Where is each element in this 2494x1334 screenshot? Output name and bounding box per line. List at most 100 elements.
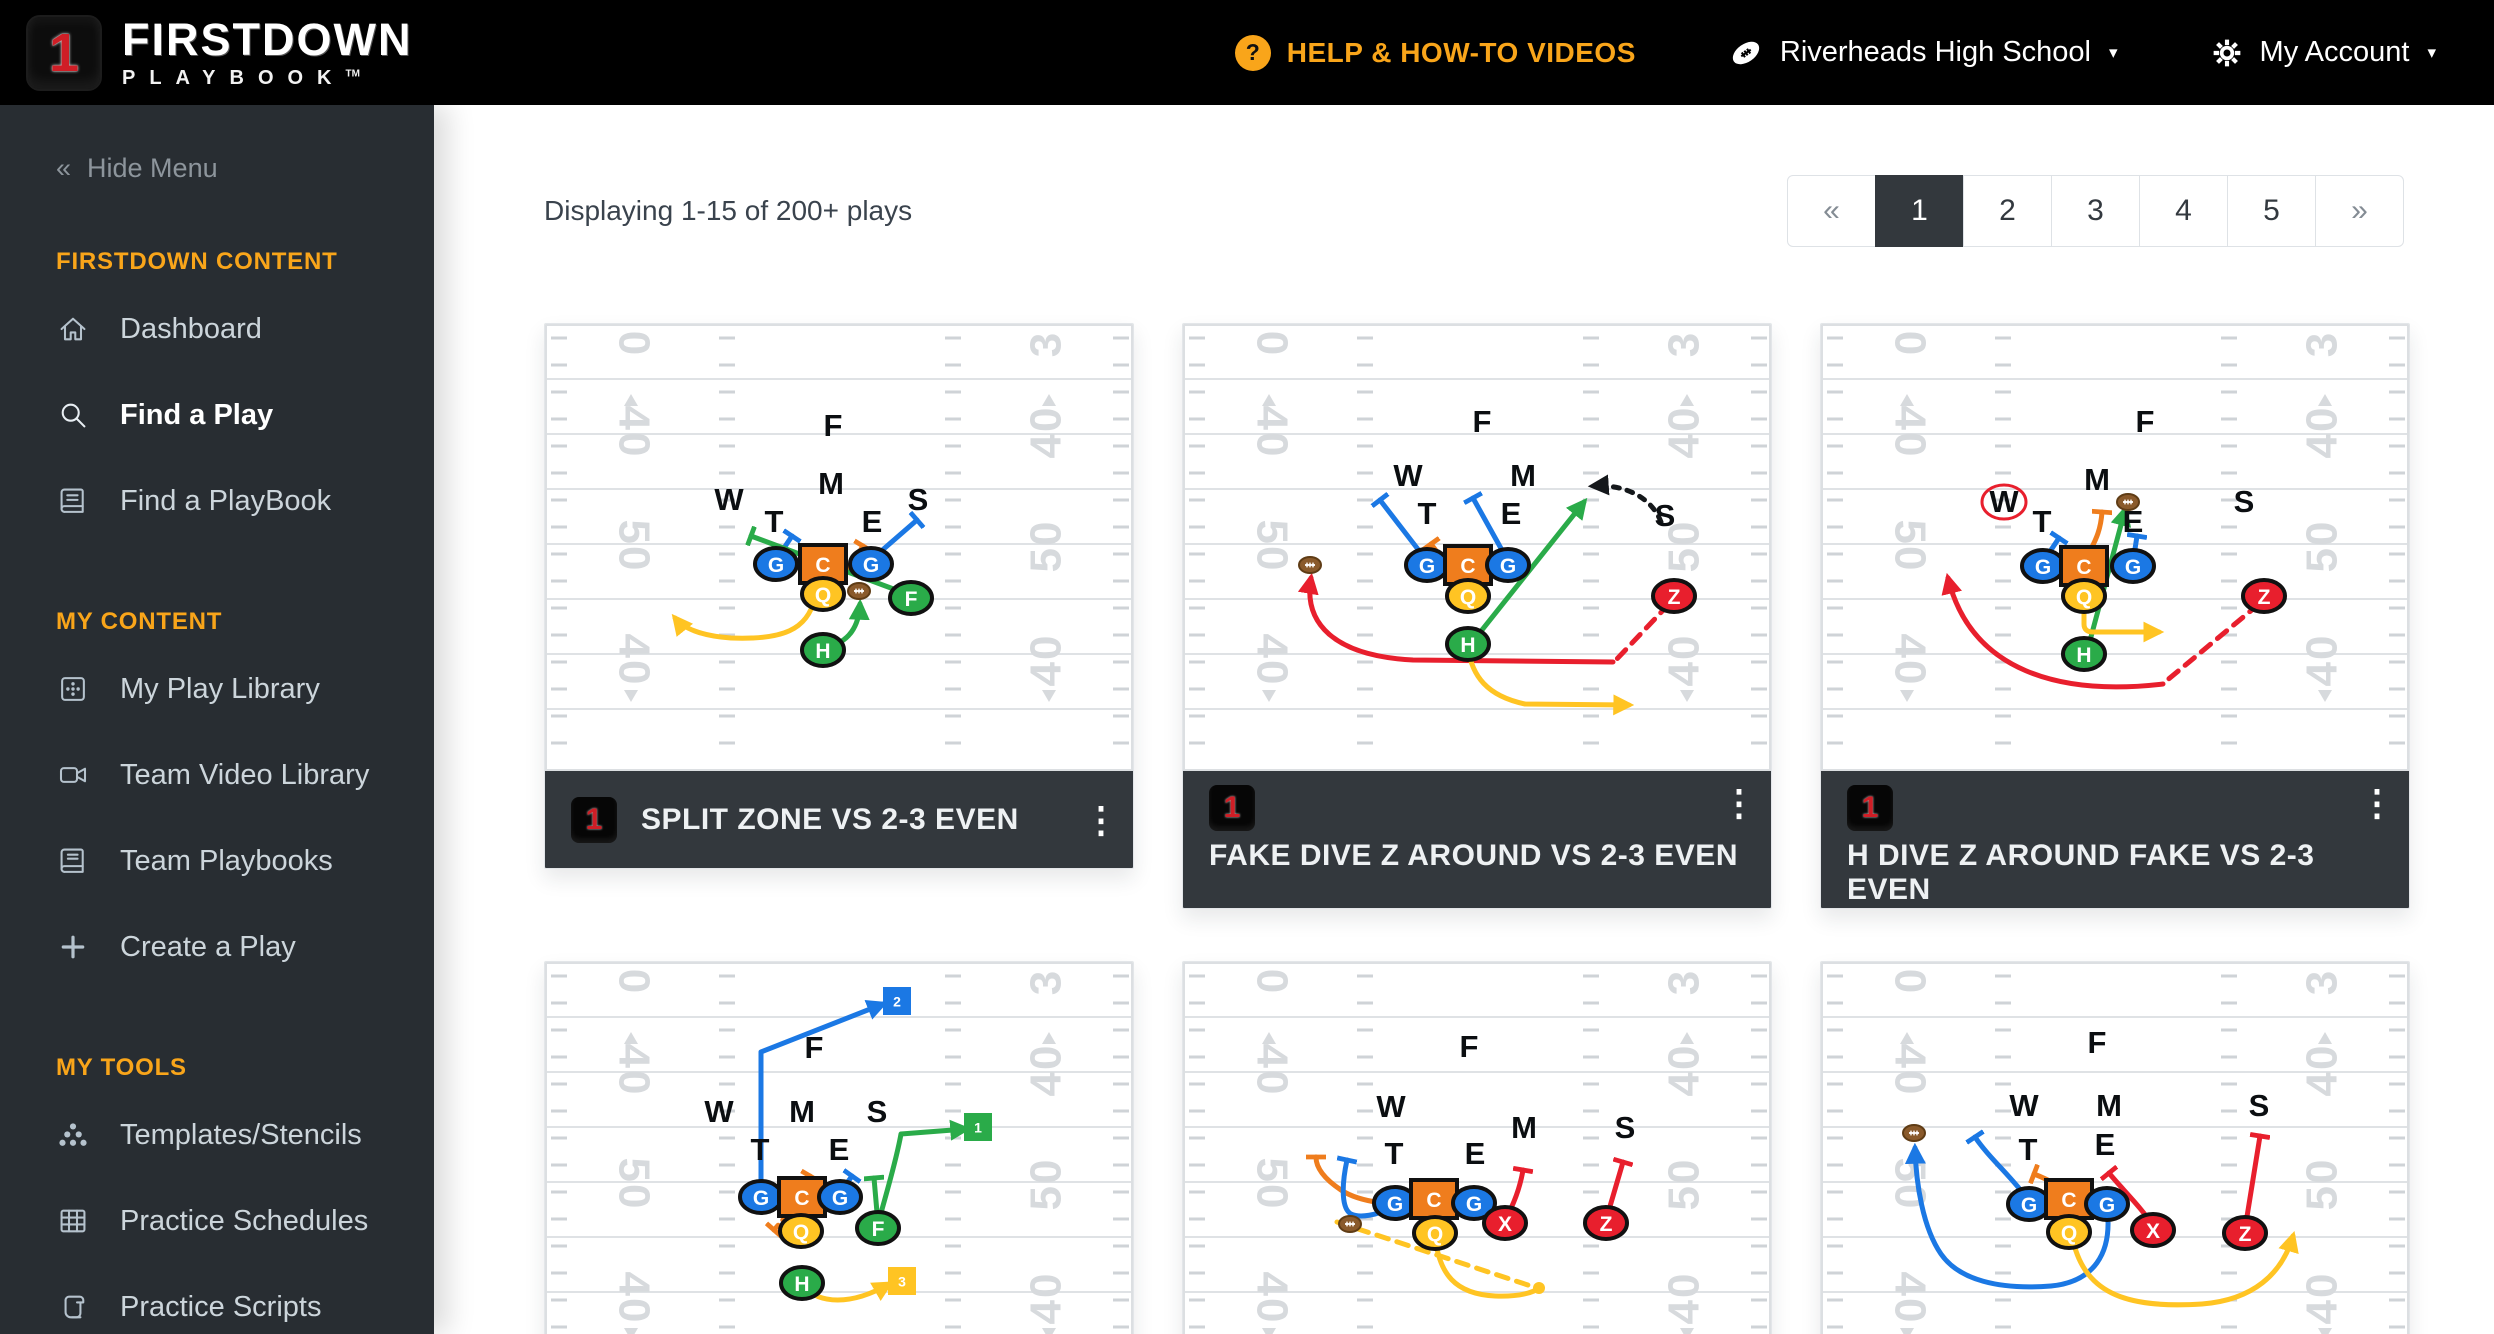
pagination-page-1[interactable]: 1 <box>1875 175 1964 247</box>
pagination-prev[interactable]: « <box>1787 175 1876 247</box>
svg-text:40: 40 <box>2298 1272 2347 1325</box>
top-nav: ? HELP & HOW-TO VIDEOS Riverheads High S… <box>1234 34 2494 71</box>
svg-text:40: 40 <box>609 1044 658 1097</box>
sidebar-item-label: Team Playbooks <box>120 844 333 877</box>
svg-text:50: 50 <box>1660 520 1709 573</box>
plays-grid: 0 40 50 40 3 40 50 40 F M W S T E G C G Q F H 1 SPLIT ZONE VS… <box>544 323 2494 1334</box>
school-menu[interactable]: Riverheads High School ▾ <box>1728 35 2118 71</box>
svg-text:2: 2 <box>893 994 901 1010</box>
svg-text:40: 40 <box>1885 634 1934 687</box>
sidebar-item-practice-schedules[interactable]: Practice Schedules <box>0 1178 434 1264</box>
svg-text:40: 40 <box>1247 1272 1296 1325</box>
svg-text:W: W <box>714 482 744 517</box>
play-card[interactable]: 0 40 50 40 3 40 50 40 F W M S T E G C G Q X Z <box>1182 961 1772 1334</box>
svg-text:40: 40 <box>609 406 658 459</box>
svg-text:50: 50 <box>1022 1158 1071 1211</box>
play-card-h-dive-z-around-fake-vs-2-3-even[interactable]: 0 40 50 40 3 40 50 40 F M W S T E G C G Q H Z 1 ⋮ H DIVE Z ARO… <box>1820 323 2410 909</box>
sidebar-item-team-video-library[interactable]: Team Video Library <box>0 732 434 818</box>
svg-text:C: C <box>815 554 830 577</box>
firstdown-logo-icon: 1 <box>571 796 617 843</box>
svg-text:W: W <box>704 1094 734 1129</box>
schedule-icon <box>56 1205 90 1237</box>
sidebar-item-label: My Play Library <box>120 672 320 705</box>
svg-text:0: 0 <box>1247 969 1296 995</box>
football-icon <box>1728 35 1764 71</box>
pagination-page-4[interactable]: 4 <box>2139 175 2228 247</box>
svg-text:40: 40 <box>1885 406 1934 459</box>
svg-text:40: 40 <box>1022 634 1071 687</box>
svg-text:W: W <box>1393 458 1423 493</box>
help-link[interactable]: ? HELP & HOW-TO VIDEOS <box>1234 34 1636 71</box>
sidebar-item-find-a-playbook[interactable]: Find a PlayBook <box>0 458 434 544</box>
play-card-title-bar: 1 ⋮ FAKE DIVE Z AROUND VS 2-3 EVEN <box>1183 771 1771 908</box>
svg-text:F: F <box>1473 404 1492 439</box>
svg-text:H: H <box>2076 644 2091 667</box>
chevron-down-icon: ▾ <box>2427 42 2436 62</box>
svg-text:M: M <box>789 1094 815 1129</box>
sidebar-item-create-a-play[interactable]: Create a Play <box>0 904 434 990</box>
play-card[interactable]: 0 40 50 40 3 40 50 40 F W M S T E G C G Q F H 2 1 3 <box>544 961 1134 1334</box>
play-card-title-bar: 1 ⋮ H DIVE Z AROUND FAKE VS 2-3 EVEN <box>1821 771 2409 908</box>
pagination-next[interactable]: » <box>2315 175 2404 247</box>
kebab-menu-icon[interactable]: ⋮ <box>1083 798 1119 840</box>
svg-text:H: H <box>815 640 830 663</box>
svg-text:50: 50 <box>2298 1158 2347 1211</box>
svg-text:F: F <box>2136 404 2155 439</box>
svg-text:G: G <box>1466 1193 1482 1216</box>
top-header: 1 FIRSTDOWN PLAYBOOKTM ? HELP & HOW-TO V… <box>0 0 2494 105</box>
svg-text:40: 40 <box>1885 1272 1934 1325</box>
svg-text:C: C <box>1426 1189 1441 1212</box>
svg-text:40: 40 <box>1247 1044 1296 1097</box>
svg-text:F: F <box>1460 1029 1479 1064</box>
svg-text:Z: Z <box>2239 1223 2252 1246</box>
svg-text:0: 0 <box>1247 331 1296 357</box>
sidebar-item-my-play-library[interactable]: My Play Library <box>0 646 434 732</box>
sidebar-item-practice-scripts[interactable]: Practice Scripts <box>0 1264 434 1334</box>
svg-text:F: F <box>805 1030 824 1065</box>
svg-text:G: G <box>2035 556 2051 579</box>
firstdown-logo-icon: 1 <box>1847 785 1893 831</box>
svg-text:40: 40 <box>609 634 658 687</box>
account-menu[interactable]: My Account ▾ <box>2210 36 2436 70</box>
svg-text:W: W <box>2009 1088 2039 1123</box>
pagination-page-5[interactable]: 5 <box>2227 175 2316 247</box>
svg-text:40: 40 <box>1247 634 1296 687</box>
plus-icon <box>56 931 90 963</box>
pagination-page-2[interactable]: 2 <box>1963 175 2052 247</box>
sidebar-item-team-playbooks[interactable]: Team Playbooks <box>0 818 434 904</box>
logo-text: FIRSTDOWN PLAYBOOKTM <box>122 17 412 88</box>
svg-text:E: E <box>829 1132 850 1167</box>
svg-text:M: M <box>1510 458 1536 493</box>
book-icon <box>56 485 90 517</box>
kebab-menu-icon[interactable]: ⋮ <box>1721 782 1757 823</box>
svg-text:40: 40 <box>2298 1044 2347 1097</box>
svg-text:C: C <box>1460 555 1475 578</box>
pagination: «1 2 3 4 5» <box>1787 175 2404 247</box>
play-card[interactable]: 0 40 50 40 3 40 50 40 F W M S T E G C G Q X Z <box>1820 961 2410 1334</box>
svg-text:W: W <box>1989 484 2019 519</box>
play-diagram: 0 40 50 40 3 40 50 40 F W M S T E G C G Q H Z <box>1183 324 1771 771</box>
sidebar-item-templates-stencils[interactable]: Templates/Stencils <box>0 1092 434 1178</box>
app-logo[interactable]: 1 FIRSTDOWN PLAYBOOKTM <box>0 14 412 91</box>
sidebar-item-find-a-play[interactable]: Find a Play <box>0 372 434 458</box>
play-title: FAKE DIVE Z AROUND VS 2-3 EVEN <box>1209 839 1738 872</box>
help-label: HELP & HOW-TO VIDEOS <box>1286 36 1636 68</box>
play-card-split-zone-vs-2-3-even[interactable]: 0 40 50 40 3 40 50 40 F M W S T E G C G Q F H 1 SPLIT ZONE VS… <box>544 323 1134 869</box>
pagination-page-3[interactable]: 3 <box>2051 175 2140 247</box>
play-card-bar-row: 1 ⋮ <box>1847 782 2395 831</box>
home-icon <box>56 313 90 345</box>
svg-text:G: G <box>1387 1193 1403 1216</box>
svg-text:M: M <box>2096 1088 2122 1123</box>
svg-text:M: M <box>818 466 844 501</box>
svg-text:40: 40 <box>2298 634 2347 687</box>
hide-menu-button[interactable]: « Hide Menu <box>56 153 434 184</box>
sidebar-item-label: Dashboard <box>120 312 262 345</box>
svg-text:T: T <box>2033 504 2052 539</box>
svg-text:C: C <box>794 1187 809 1210</box>
kebab-menu-icon[interactable]: ⋮ <box>2359 782 2395 823</box>
svg-text:40: 40 <box>1022 406 1071 459</box>
sidebar-item-dashboard[interactable]: Dashboard <box>0 286 434 372</box>
play-card-fake-dive-z-around-vs-2-3-even[interactable]: 0 40 50 40 3 40 50 40 F W M S T E G C G Q H Z 1 ⋮ FAKE DIVE Z … <box>1182 323 1772 909</box>
svg-text:40: 40 <box>1022 1044 1071 1097</box>
